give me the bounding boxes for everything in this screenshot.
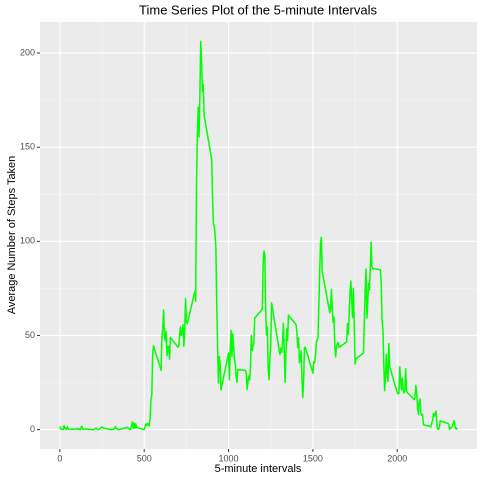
x-tick-label: 1500 (303, 453, 323, 463)
y-tick-label: 0 (30, 424, 35, 434)
x-tick-label: 2000 (387, 453, 407, 463)
x-tick-label: 500 (137, 453, 152, 463)
panel (40, 22, 477, 449)
y-tick-label: 200 (20, 47, 35, 57)
y-tick-label: 50 (25, 330, 35, 340)
x-tick-label: 1000 (219, 453, 239, 463)
y-tick-label: 150 (20, 142, 35, 152)
chart-title: Time Series Plot of the 5-minute Interva… (139, 2, 377, 17)
line (59, 40, 458, 431)
x-tick-label: 0 (57, 453, 62, 463)
y-tick-label: 100 (20, 236, 35, 246)
y-axis-label: Average Number of Steps Taken (6, 156, 18, 315)
x-axis-label: 5-minute intervals (215, 463, 302, 475)
